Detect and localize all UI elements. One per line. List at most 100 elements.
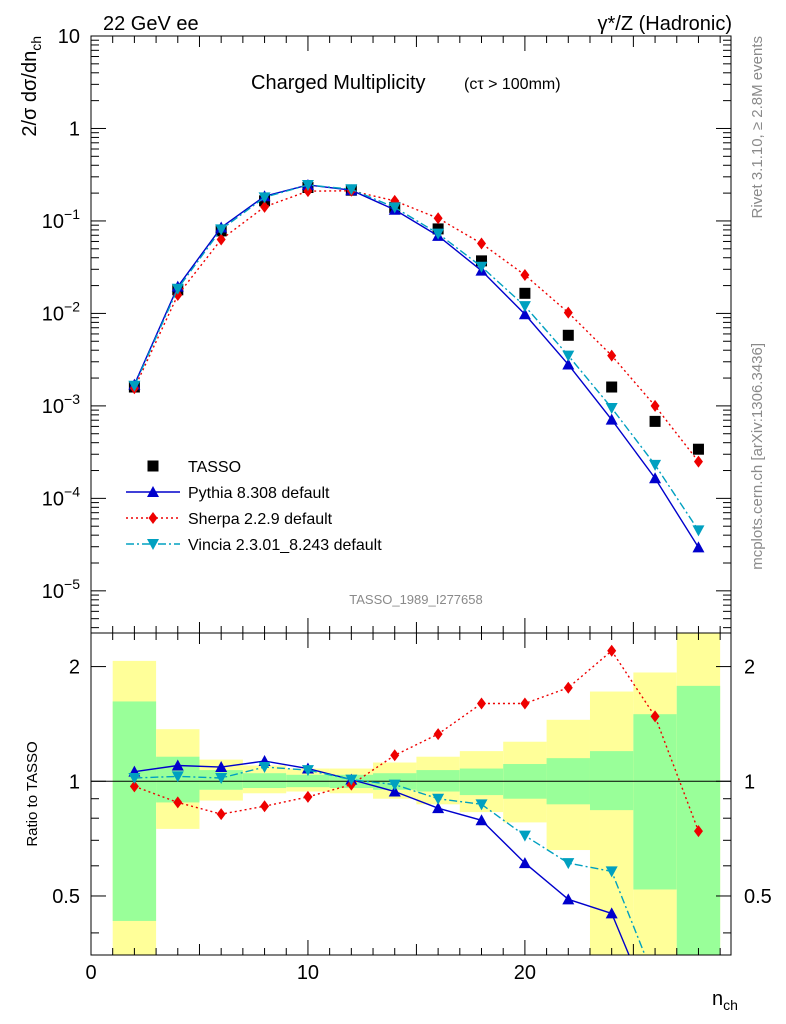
lower-point-diamond	[693, 825, 703, 838]
upper-point-triangle-up	[605, 413, 618, 425]
upper-point-diamond	[260, 200, 270, 213]
ytick-label: 10−1	[42, 206, 80, 233]
lower-point-diamond	[563, 681, 573, 694]
upper-point-diamond	[563, 306, 573, 319]
lower-point-diamond	[216, 808, 226, 821]
ratio-uncertainty-bands	[112, 633, 721, 955]
ratio-band-inner	[633, 714, 677, 890]
lower-point-triangle-down	[388, 779, 401, 791]
ratio-plot-panel: 0.5 0.51 12 20 10 20 Ratio to TASSO nch	[24, 632, 772, 1013]
upper-point-triangle-down	[258, 192, 271, 204]
lower-point-diamond	[390, 749, 400, 762]
main-plot-ylabel: 2/σ dσ/dnch	[19, 36, 44, 137]
lower-point-triangle-up	[518, 857, 531, 869]
upper-point-square	[562, 329, 574, 341]
lower-point-diamond	[260, 800, 270, 813]
upper-point-diamond	[433, 212, 443, 225]
upper-point-triangle-up	[692, 541, 705, 553]
ratio-plot-data	[128, 644, 703, 955]
upper-point-triangle-down	[171, 283, 184, 295]
upper-point-diamond	[216, 233, 226, 246]
xtick-label: 10	[297, 962, 319, 984]
legend-marker	[147, 539, 159, 550]
lower-point-diamond	[173, 796, 183, 809]
legend-entry: Vincia 2.3.01_8.243 default	[188, 537, 382, 554]
lower-line-diamond	[134, 649, 700, 832]
xtick-label: 0	[85, 962, 96, 984]
lower-point-triangle-down	[562, 858, 575, 870]
lower-point-diamond	[433, 728, 443, 741]
ratio-band-inner	[676, 685, 721, 955]
ratio-band-inner	[242, 773, 287, 789]
analysis-watermark: TASSO_1989_I277658	[349, 592, 482, 607]
lower-point-triangle-up	[562, 893, 575, 905]
lower-point-triangle-down	[215, 773, 228, 785]
lower-point-triangle-down	[345, 774, 358, 786]
lower-point-triangle-up	[432, 802, 445, 814]
lower-point-diamond	[129, 780, 139, 793]
xtick-label: 20	[514, 962, 536, 984]
ratio-ytick-label-left: 2	[69, 657, 80, 679]
chart-title: Charged Multiplicity	[251, 72, 426, 94]
lower-point-triangle-up	[171, 759, 184, 771]
main-plot-panel: 10 1 10−1 10−2 10−3 10−4 10−5 Charged Multipli…	[19, 26, 732, 634]
upper-point-triangle-down	[692, 525, 705, 537]
ratio-ytick-label-right: 1	[744, 771, 755, 793]
main-plot-frame	[90, 35, 732, 634]
ratio-plot-frame	[90, 632, 732, 956]
legend-marker	[147, 486, 159, 497]
upper-point-diamond	[650, 399, 660, 412]
lower-point-triangle-down	[518, 830, 531, 842]
ytick-label: 10−3	[42, 391, 80, 418]
upper-point-triangle-down	[128, 380, 141, 392]
upper-point-diamond	[303, 185, 313, 198]
legend: TASSO Pythia 8.308 default Sherpa 2.2.9 de…	[126, 459, 382, 554]
ratio-ytick-label-right: 2	[744, 657, 755, 679]
lower-point-triangle-down	[128, 773, 141, 785]
lower-point-triangle-up	[475, 814, 488, 826]
upper-point-diamond	[477, 237, 487, 250]
ytick-label: 1	[69, 118, 80, 140]
upper-point-square	[649, 415, 661, 427]
upper-point-square	[476, 255, 488, 267]
lower-point-diamond	[520, 697, 530, 710]
lower-point-diamond	[650, 710, 660, 723]
lower-point-triangle-down	[432, 793, 445, 805]
header-right-label: γ*/Z (Hadronic)	[598, 13, 732, 35]
ytick-label: 10−2	[42, 298, 80, 325]
ratio-band-inner	[589, 751, 634, 811]
x-axis-label: nch	[712, 988, 738, 1013]
upper-point-triangle-down	[388, 202, 401, 214]
legend-entry: Sherpa 2.2.9 default	[188, 511, 333, 528]
ratio-ytick-label-left: 0.5	[52, 886, 80, 908]
mcplots-label: mcplots.cern.ch [arXiv:1306.3436]	[749, 343, 766, 570]
lower-point-triangle-up	[388, 785, 401, 797]
lower-point-diamond	[607, 644, 617, 657]
ratio-plot-ticks	[90, 633, 731, 955]
legend-entry: Pythia 8.308 default	[188, 485, 330, 502]
lower-point-diamond	[477, 697, 487, 710]
upper-point-diamond	[607, 349, 617, 362]
upper-point-triangle-down	[605, 402, 618, 414]
upper-point-triangle-down	[562, 350, 575, 362]
upper-point-triangle-down	[432, 228, 445, 240]
upper-point-triangle-down	[301, 179, 314, 191]
ratio-band-inner	[459, 768, 504, 796]
upper-point-triangle-down	[345, 184, 358, 196]
upper-point-diamond	[520, 269, 530, 282]
lower-point-triangle-down	[171, 771, 184, 783]
lower-point-triangle-down	[258, 762, 271, 774]
legend-entry: TASSO	[188, 459, 241, 476]
header-left-label: 22 GeV ee	[103, 13, 199, 35]
lower-point-triangle-up	[215, 761, 228, 773]
ratio-plot-tick-labels: 0.5 0.51 12 20 10 20	[52, 657, 772, 984]
upper-line-triangle-up	[133, 184, 700, 548]
upper-point-square	[692, 443, 704, 455]
ytick-label: 10−5	[42, 576, 80, 603]
lower-point-triangle-down	[475, 799, 488, 811]
upper-point-triangle-up	[562, 358, 575, 370]
main-plot-ticks	[90, 35, 731, 633]
ytick-label: 10	[58, 26, 80, 48]
upper-point-square	[606, 381, 618, 393]
